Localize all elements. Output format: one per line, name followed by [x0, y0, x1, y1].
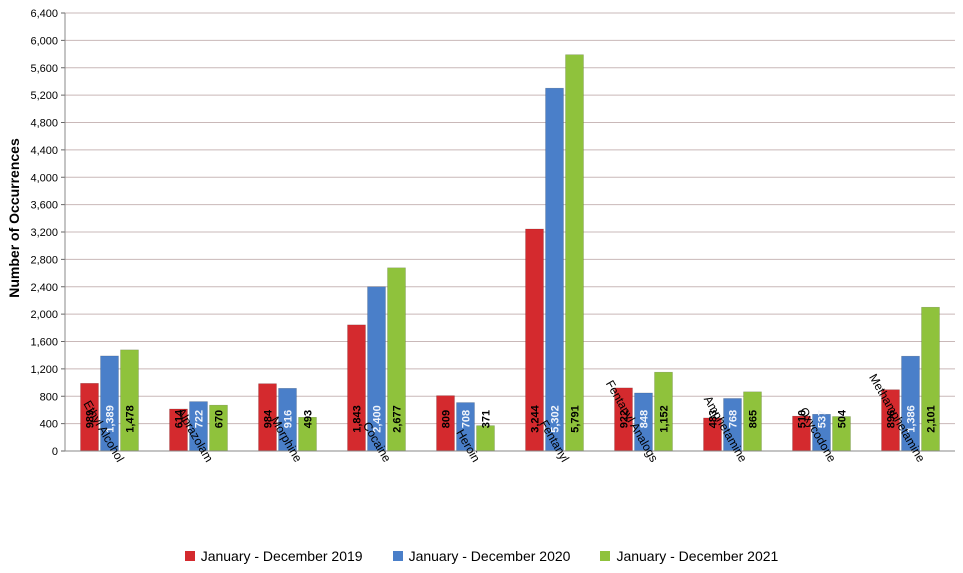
y-tick-label: 4,800	[30, 118, 58, 130]
legend-label-2021: January - December 2021	[616, 548, 779, 564]
y-tick-label: 5,200	[30, 90, 58, 102]
data-label: 5,302	[550, 405, 562, 433]
legend-item-2020: January - December 2020	[392, 548, 571, 564]
legend-label-2019: January - December 2019	[200, 548, 363, 564]
y-tick-label: 2,400	[30, 282, 58, 294]
data-label: 1,152	[659, 405, 671, 433]
y-tick-label: 800	[40, 391, 58, 403]
legend-swatch-2019	[184, 551, 195, 561]
y-tick-label: 6,000	[30, 35, 58, 47]
data-label: 2,400	[372, 405, 384, 433]
legend-item-2021: January - December 2021	[600, 548, 778, 564]
bar	[545, 87, 564, 452]
y-tick-label: 1,200	[30, 364, 58, 376]
y-tick-label: 4,400	[30, 145, 58, 157]
y-tick-label: 6,400	[30, 8, 58, 20]
y-axis-label: Number of Occurrences	[6, 138, 22, 298]
data-label: 371	[481, 410, 493, 428]
bar	[565, 54, 584, 452]
y-tick-label: 1,600	[30, 337, 58, 349]
data-label: 537	[817, 410, 829, 428]
data-label: 2,101	[926, 405, 938, 433]
data-label: 510	[797, 410, 809, 428]
gridlines	[65, 12, 955, 452]
y-tick-label: 5,600	[30, 63, 58, 75]
legend-item-2019: January - December 2019	[184, 548, 363, 564]
data-label: 1,389	[105, 405, 117, 433]
data-label: 768	[728, 410, 740, 428]
data-label: 708	[461, 410, 473, 428]
y-tick-label: 4,000	[30, 172, 58, 184]
legend-swatch-2020	[392, 551, 403, 561]
data-label: 670	[214, 410, 226, 428]
data-label: 3,244	[530, 404, 542, 432]
data-label: 1,386	[906, 405, 918, 433]
y-tick-label: 2,800	[30, 254, 58, 266]
data-label: 809	[441, 410, 453, 428]
data-label: 1,843	[352, 405, 364, 433]
legend-swatch-2021	[600, 551, 611, 561]
data-label: 493	[303, 410, 315, 428]
data-label: 896	[886, 410, 898, 428]
data-label: 916	[283, 410, 295, 428]
data-label: 2,677	[392, 405, 404, 433]
data-label: 865	[748, 410, 760, 428]
legend-label-2020: January - December 2020	[408, 548, 571, 564]
data-label: 1,478	[125, 405, 137, 433]
data-label: 848	[639, 410, 651, 428]
data-label: 922	[619, 410, 631, 428]
bar	[120, 349, 139, 452]
data-label: 614	[174, 409, 186, 428]
axes	[64, 13, 955, 452]
bars: 989 1,389 1,478 614 722 670 984 916 493 1,843 2,40…	[80, 54, 940, 452]
data-label: 504	[837, 409, 849, 428]
y-axis-ticks: 0 400 800 1,200 1,600 2,000 2,400 2,800 3,200 3,6…	[30, 8, 65, 458]
bar	[476, 425, 495, 452]
y-tick-label: 3,600	[30, 200, 58, 212]
y-tick-label: 400	[40, 419, 58, 431]
legend: January - December 2019 January - Decemb…	[0, 548, 963, 564]
data-label: 989	[85, 410, 97, 428]
y-tick-label: 0	[52, 446, 58, 458]
data-label: 722	[194, 410, 206, 428]
y-tick-label: 3,200	[30, 227, 58, 239]
data-label: 483	[708, 410, 720, 428]
data-label: 984	[263, 409, 275, 428]
data-label: 5,791	[570, 405, 582, 433]
y-tick-label: 2,000	[30, 309, 58, 321]
